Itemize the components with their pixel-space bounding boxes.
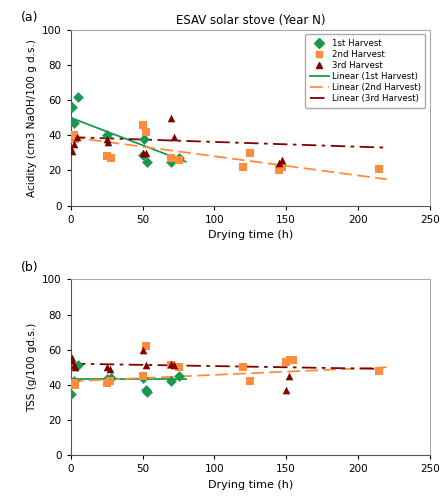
Point <box>168 114 175 122</box>
Point <box>70 132 77 140</box>
Point <box>247 149 254 157</box>
Point <box>142 149 149 157</box>
Point <box>139 150 146 158</box>
Point <box>103 363 110 371</box>
Point <box>69 379 76 387</box>
Point <box>142 342 149 350</box>
Point <box>73 133 80 141</box>
Point <box>168 154 175 162</box>
Point <box>74 92 82 100</box>
Point <box>171 362 178 370</box>
Point <box>283 386 290 394</box>
Point <box>69 379 76 387</box>
Point <box>108 154 115 162</box>
Point <box>168 360 175 368</box>
Point <box>140 135 148 143</box>
Point <box>70 119 77 127</box>
Point <box>74 362 82 370</box>
Point <box>175 156 182 164</box>
Point <box>106 377 113 385</box>
Point <box>105 138 112 146</box>
Y-axis label: Acidity (cm3 NaOH/100 g d.s.): Acidity (cm3 NaOH/100 g d.s.) <box>27 39 37 196</box>
Point <box>290 356 297 364</box>
Point <box>240 363 247 371</box>
Point <box>142 128 149 136</box>
Point <box>168 158 175 166</box>
Point <box>142 386 149 394</box>
Point <box>144 158 151 166</box>
Point <box>171 133 178 141</box>
Point <box>72 363 79 371</box>
Point <box>67 390 74 398</box>
Point <box>70 379 77 387</box>
Point <box>67 146 74 154</box>
X-axis label: Drying time (h): Drying time (h) <box>208 230 293 240</box>
Point <box>72 381 79 389</box>
Text: (b): (b) <box>21 260 38 274</box>
Point <box>278 163 285 171</box>
Point <box>67 118 74 126</box>
Text: (a): (a) <box>21 11 38 24</box>
Point <box>69 147 76 155</box>
Point <box>283 358 290 366</box>
Point <box>376 164 383 172</box>
Point <box>69 104 76 112</box>
Point <box>70 140 77 148</box>
Point <box>276 166 283 174</box>
Point <box>106 365 113 373</box>
Point <box>142 362 149 370</box>
Point <box>103 379 110 387</box>
Point <box>72 135 79 143</box>
Point <box>103 376 110 384</box>
Point <box>287 356 294 364</box>
Point <box>285 372 292 380</box>
Point <box>69 133 76 141</box>
Point <box>67 356 74 364</box>
Point <box>278 156 285 164</box>
Point <box>67 135 74 143</box>
Point <box>175 363 182 371</box>
Point <box>139 372 146 380</box>
Point <box>240 163 247 171</box>
Point <box>108 374 115 382</box>
Point <box>70 362 77 370</box>
Point <box>69 354 76 362</box>
Point <box>376 366 383 374</box>
Title: ESAV solar stove (Year N): ESAV solar stove (Year N) <box>175 14 325 28</box>
Point <box>139 374 146 382</box>
Point <box>139 149 146 157</box>
Point <box>175 154 182 162</box>
Point <box>144 388 151 396</box>
Point <box>139 346 146 354</box>
Point <box>103 132 110 140</box>
Point <box>247 377 254 385</box>
Legend: 1st Harvest, 2nd Harvest, 3rd Harvest, Linear (1st Harvest), Linear (2nd Harvest: 1st Harvest, 2nd Harvest, 3rd Harvest, L… <box>305 34 425 108</box>
Point <box>168 377 175 385</box>
Point <box>139 121 146 129</box>
Point <box>276 160 283 168</box>
Y-axis label: TSS (g/100 gd.s.): TSS (g/100 gd.s.) <box>27 322 37 412</box>
X-axis label: Drying time (h): Drying time (h) <box>208 480 293 490</box>
Point <box>103 135 110 143</box>
Point <box>103 152 110 160</box>
Point <box>168 362 175 370</box>
Point <box>67 381 74 389</box>
Point <box>70 377 77 385</box>
Point <box>175 372 182 380</box>
